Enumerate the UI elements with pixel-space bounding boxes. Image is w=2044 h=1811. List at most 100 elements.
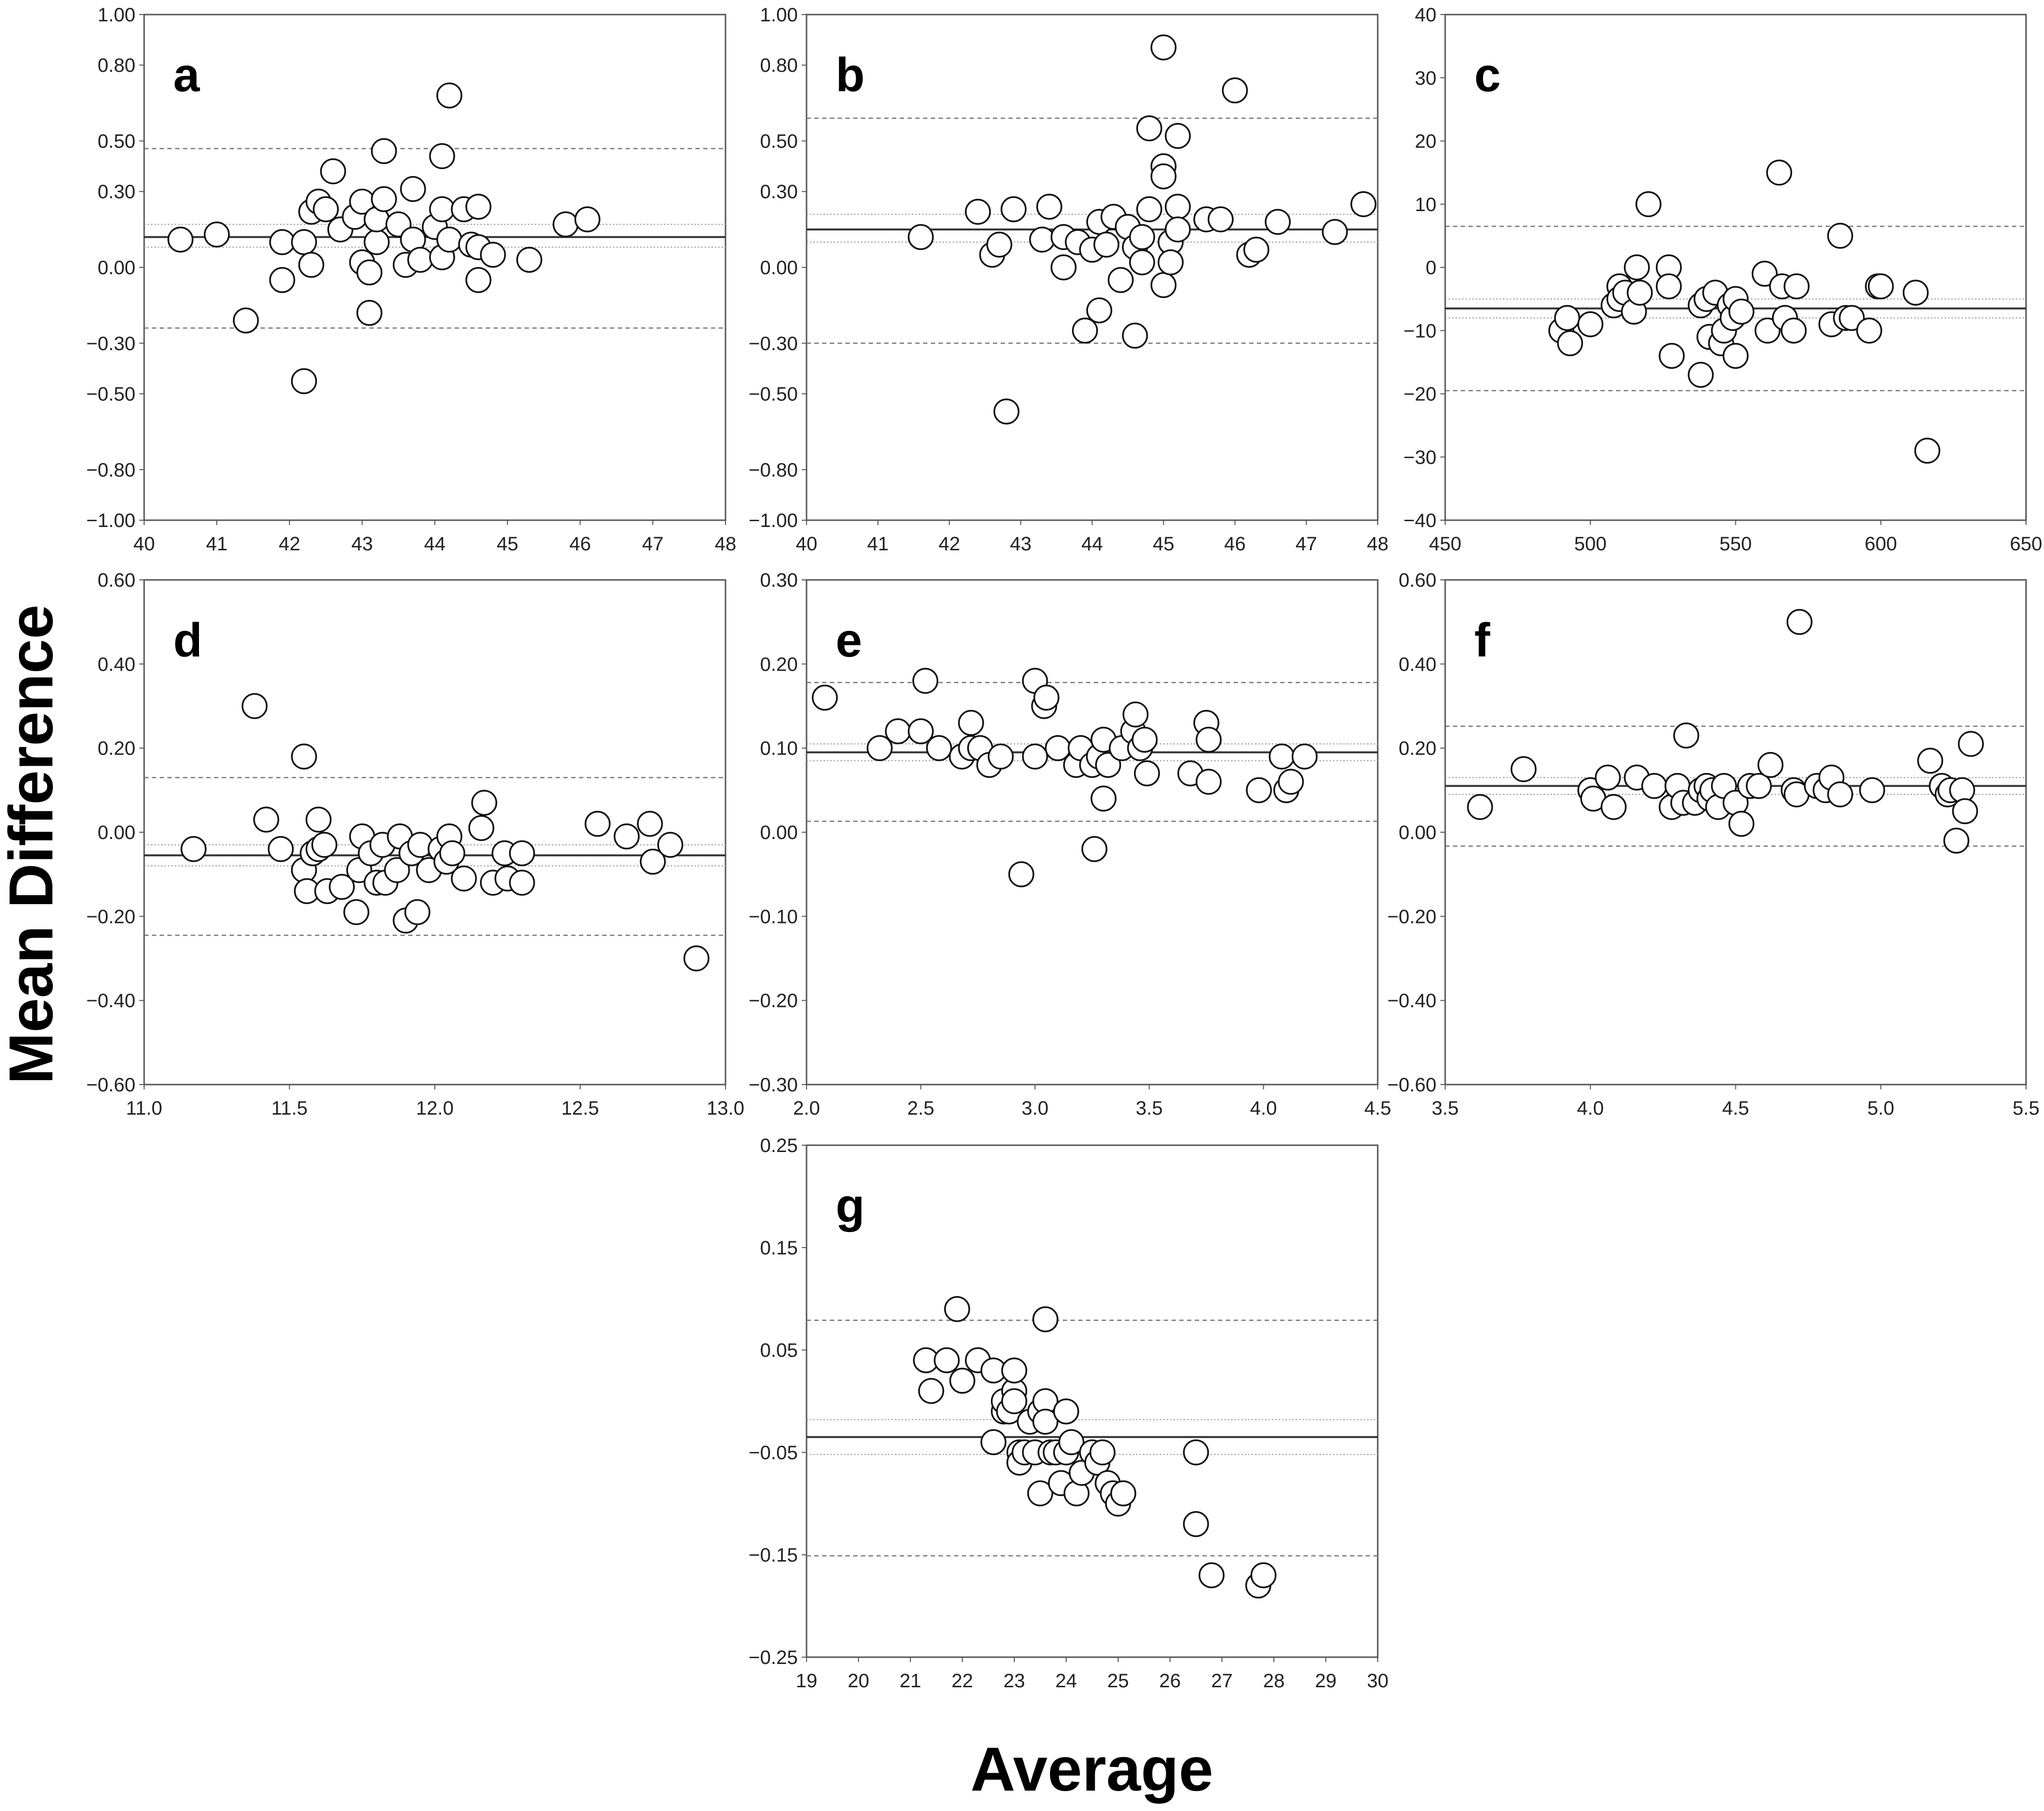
panel-b-data-point	[1050, 254, 1077, 280]
panel-b-xtick-label: 43	[1010, 533, 1032, 555]
panel-d-xtick-label: 11.0	[126, 1098, 163, 1119]
panel-d-xtick-label: 12.5	[561, 1098, 599, 1119]
panel-c-xtick-label: 550	[1719, 533, 1752, 555]
panel-g-xtick-label: 29	[1315, 1670, 1337, 1692]
panel-e-data-point	[811, 684, 838, 711]
panel-b-data-point	[1093, 231, 1120, 258]
panel-b-data-point	[1136, 196, 1162, 222]
panels-container: 1.00 0.80 0.50 0.30 0.00 −0.30 −0.50 −0.80 −1.00…	[86, 4, 2043, 1692]
panel-c-data-point	[1914, 437, 1941, 464]
panel-b-data-point	[1150, 34, 1177, 61]
panel-a-data-point	[204, 221, 230, 248]
panel-b-xtick-label: 48	[1367, 533, 1389, 555]
panel-a-xtick-label: 48	[715, 533, 737, 555]
panel-g-xtick-label: 30	[1367, 1670, 1389, 1692]
panel-g-data-point	[944, 1296, 971, 1322]
panel-a-data-point	[574, 206, 601, 232]
panel-c-points	[1548, 159, 1941, 464]
panel-b-ytick-label: 0.50	[760, 131, 798, 152]
panel-d-ytick-label: 0.60	[98, 570, 135, 591]
panel-a-xtick-label: 47	[642, 533, 664, 555]
panel-a-xtick-label: 44	[424, 533, 446, 555]
panel-a-xtick-label: 40	[133, 533, 155, 555]
panel-d-data-point	[404, 899, 430, 925]
panel-g-xtick-label: 19	[796, 1670, 818, 1692]
panel-c-ytick-label: 20	[1415, 131, 1437, 152]
panel-d-ytick-label: −0.60	[86, 1074, 135, 1096]
panel-c-xtick-label: 450	[1429, 533, 1462, 555]
panel-e-frame	[806, 579, 1379, 1086]
panel-c-frame	[1444, 14, 2027, 521]
panel-g-ytick-label: −0.05	[749, 1442, 798, 1464]
panel-d-ytick-label: 0.20	[98, 738, 135, 759]
panel-b-ytick-label: 0.30	[760, 181, 798, 203]
panel-b-data-point	[907, 224, 934, 250]
panel-d-data-point	[291, 743, 317, 770]
panel-a-data-point	[167, 226, 194, 253]
panel-c-data-point	[1577, 311, 1603, 337]
panel-e-data-point	[1022, 743, 1048, 770]
panel-d-data-point	[439, 840, 465, 867]
panel-b-xtick-label: 47	[1296, 533, 1318, 555]
panel-g-ytick-label: 0.05	[760, 1340, 798, 1361]
panel-c-data-point	[1827, 223, 1853, 249]
panel-f-ytick-label: −0.60	[1387, 1074, 1436, 1096]
panel-g-xtick-label: 28	[1263, 1670, 1285, 1692]
panel-e-data-point	[1195, 769, 1222, 795]
panel-d-xtick-label: 11.5	[271, 1098, 308, 1119]
panel-c-data-point	[1868, 273, 1894, 299]
panel-e-data-point	[1081, 836, 1107, 862]
panel-f-data-point	[1757, 752, 1784, 778]
panel-g-data-point	[1198, 1562, 1225, 1588]
panel-g-data-point	[1250, 1562, 1277, 1588]
panel-g-points	[913, 1296, 1277, 1599]
panel-e: 0.30 0.20 0.10 0.00 −0.10 −0.20 −0.302.0 2.5 3.0…	[749, 570, 1391, 1119]
panel-a-data-point	[291, 368, 317, 395]
panel-c-ytick-label: −40	[1403, 510, 1436, 531]
panel-b-xtick-label: 40	[796, 533, 818, 555]
panel-b-data-point	[1165, 123, 1191, 149]
panel-d-points	[181, 693, 709, 971]
panel-d-data-point	[241, 693, 268, 719]
panel-e-ytick-label: 0.00	[760, 822, 798, 843]
panel-c-data-point	[1902, 280, 1929, 306]
panel-c-data-point	[1856, 317, 1882, 344]
panel-c-data-point	[1656, 273, 1682, 299]
panel-e-data-point	[912, 668, 939, 694]
panel-f-ytick-label: 0.00	[1399, 822, 1436, 843]
panel-e-xtick-label: 2.0	[793, 1098, 820, 1119]
panel-c-data-point	[1635, 191, 1662, 217]
panel-e-xtick-label: 4.5	[1364, 1098, 1391, 1119]
panel-a-xtick-label: 45	[497, 533, 519, 555]
panel-d-data-point	[343, 899, 370, 925]
panel-c-ytick-label: 40	[1415, 4, 1437, 26]
panel-a-data-point	[232, 307, 259, 334]
panel-c-data-point	[1766, 159, 1793, 186]
panel-b-data-point	[1150, 272, 1177, 298]
panel-f-data-point	[1958, 731, 1984, 757]
panel-b-data-point	[1136, 115, 1162, 142]
panel-c-ytick-label: 10	[1415, 194, 1437, 215]
panel-a-xtick-label: 46	[569, 533, 591, 555]
panel-c-data-point	[1839, 305, 1865, 331]
panel-g-data-point	[1183, 1511, 1209, 1537]
panel-f-xtick-label: 4.0	[1577, 1098, 1604, 1119]
panel-b-data-point	[1350, 191, 1377, 217]
panel-a-ytick-label: −0.80	[86, 460, 135, 481]
panel-d-ytick-label: −0.20	[86, 906, 135, 927]
panel-e-data-point	[1134, 760, 1160, 787]
panel-g-ytick-label: 0.25	[760, 1135, 798, 1156]
panel-g-ytick-label: 0.15	[760, 1237, 798, 1259]
panel-c-data-point	[1557, 330, 1583, 357]
panel-b-data-point	[1150, 163, 1177, 190]
panel-b-data-point	[1207, 206, 1234, 232]
panel-d-letter: d	[173, 613, 202, 667]
panel-e-xtick-label: 2.5	[907, 1098, 935, 1119]
panel-c-data-point	[1554, 305, 1581, 331]
panel-g-ytick-label: −0.15	[749, 1545, 798, 1566]
panel-e-data-point	[1122, 701, 1149, 728]
panel-f-ytick-label: 0.20	[1399, 738, 1436, 759]
panel-a-data-point	[400, 176, 426, 202]
